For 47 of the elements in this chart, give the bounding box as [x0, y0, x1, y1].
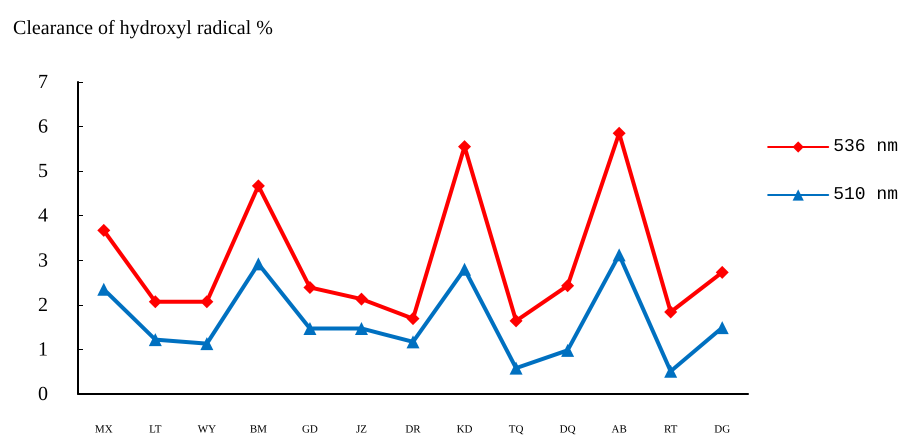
point [354, 322, 368, 335]
x-tick-label: LT [149, 424, 162, 436]
point [252, 179, 265, 192]
x-tick-label: DR [405, 424, 422, 436]
y-tick-label: 6 [38, 116, 48, 138]
x-tick-label: DG [714, 424, 730, 436]
chart-title: Clearance of hydroxyl radical % [13, 17, 273, 39]
point [510, 314, 523, 328]
point [510, 362, 523, 375]
x-tick-label: TQ [508, 424, 524, 436]
legend-label: 536 nm [833, 137, 898, 157]
y-tick-label: 7 [38, 71, 48, 93]
point [612, 248, 626, 262]
legend-label: 510 nm [833, 185, 898, 205]
point [148, 333, 162, 346]
x-tick-label: AB [612, 424, 627, 436]
point [303, 280, 316, 294]
point [664, 364, 678, 378]
point [97, 224, 110, 237]
point [200, 295, 214, 308]
y-tick-label: 0 [38, 383, 48, 405]
point [406, 335, 420, 348]
x-tick-label: JZ [356, 424, 368, 436]
point [354, 292, 368, 306]
x-tick-label: KD [456, 424, 473, 436]
x-tick-label: GD [302, 424, 318, 436]
point [664, 305, 678, 318]
x-tick-label: WY [198, 424, 216, 436]
point [561, 344, 574, 357]
y-tick-label: 4 [38, 204, 48, 227]
y-tick-label: 2 [38, 294, 48, 316]
point [200, 337, 214, 350]
point [303, 322, 316, 335]
x-tick-label: MX [94, 424, 113, 436]
point [406, 312, 420, 326]
y-tick-label: 5 [38, 160, 48, 182]
x-tick-label: BM [250, 424, 268, 436]
y-tick-label: 1 [38, 338, 48, 360]
x-tick-label: RT [664, 424, 678, 436]
point [252, 257, 265, 270]
point [561, 279, 574, 292]
point [458, 262, 472, 276]
x-tick-label: DQ [560, 424, 576, 436]
point [716, 266, 729, 279]
point [148, 295, 162, 308]
y-tick-label: 3 [38, 249, 48, 272]
point [716, 321, 729, 334]
